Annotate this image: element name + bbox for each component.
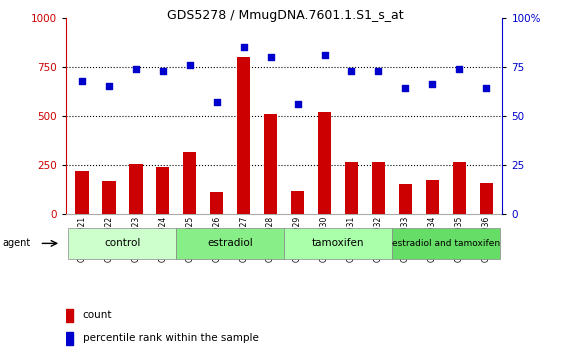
Point bbox=[455, 66, 464, 72]
Text: percentile rank within the sample: percentile rank within the sample bbox=[83, 333, 259, 343]
Point bbox=[374, 68, 383, 74]
Point bbox=[239, 44, 248, 50]
Bar bbox=[480, 183, 493, 214]
Text: estradiol: estradiol bbox=[207, 238, 253, 249]
Point bbox=[482, 86, 491, 91]
Text: estradiol and tamoxifen: estradiol and tamoxifen bbox=[392, 239, 500, 248]
Bar bbox=[291, 190, 304, 214]
Point bbox=[347, 68, 356, 74]
Bar bbox=[453, 162, 466, 214]
Bar bbox=[66, 332, 73, 345]
Bar bbox=[102, 181, 115, 214]
Point bbox=[266, 54, 275, 60]
Bar bbox=[318, 112, 331, 214]
Text: count: count bbox=[83, 310, 112, 320]
Bar bbox=[372, 162, 385, 214]
Text: agent: agent bbox=[3, 238, 31, 249]
Bar bbox=[156, 167, 170, 214]
FancyBboxPatch shape bbox=[284, 228, 392, 258]
FancyBboxPatch shape bbox=[69, 228, 176, 258]
Text: tamoxifen: tamoxifen bbox=[312, 238, 364, 249]
Point bbox=[158, 68, 167, 74]
Text: GDS5278 / MmugDNA.7601.1.S1_s_at: GDS5278 / MmugDNA.7601.1.S1_s_at bbox=[167, 9, 404, 22]
Point bbox=[401, 86, 410, 91]
FancyBboxPatch shape bbox=[392, 228, 500, 258]
Point bbox=[293, 101, 302, 107]
Point bbox=[77, 78, 86, 84]
Point bbox=[131, 66, 140, 72]
Text: control: control bbox=[104, 238, 140, 249]
Bar bbox=[264, 114, 278, 214]
Bar bbox=[75, 171, 89, 214]
Bar bbox=[66, 309, 73, 322]
Point bbox=[212, 99, 221, 105]
Point bbox=[428, 82, 437, 87]
Bar bbox=[210, 192, 223, 214]
Point bbox=[320, 52, 329, 58]
Bar bbox=[183, 152, 196, 214]
Point bbox=[185, 62, 194, 68]
Point bbox=[104, 84, 114, 89]
Bar bbox=[345, 162, 358, 214]
Bar bbox=[237, 57, 250, 214]
FancyBboxPatch shape bbox=[176, 228, 284, 258]
Bar bbox=[399, 184, 412, 214]
Bar bbox=[425, 180, 439, 214]
Bar bbox=[129, 164, 143, 214]
